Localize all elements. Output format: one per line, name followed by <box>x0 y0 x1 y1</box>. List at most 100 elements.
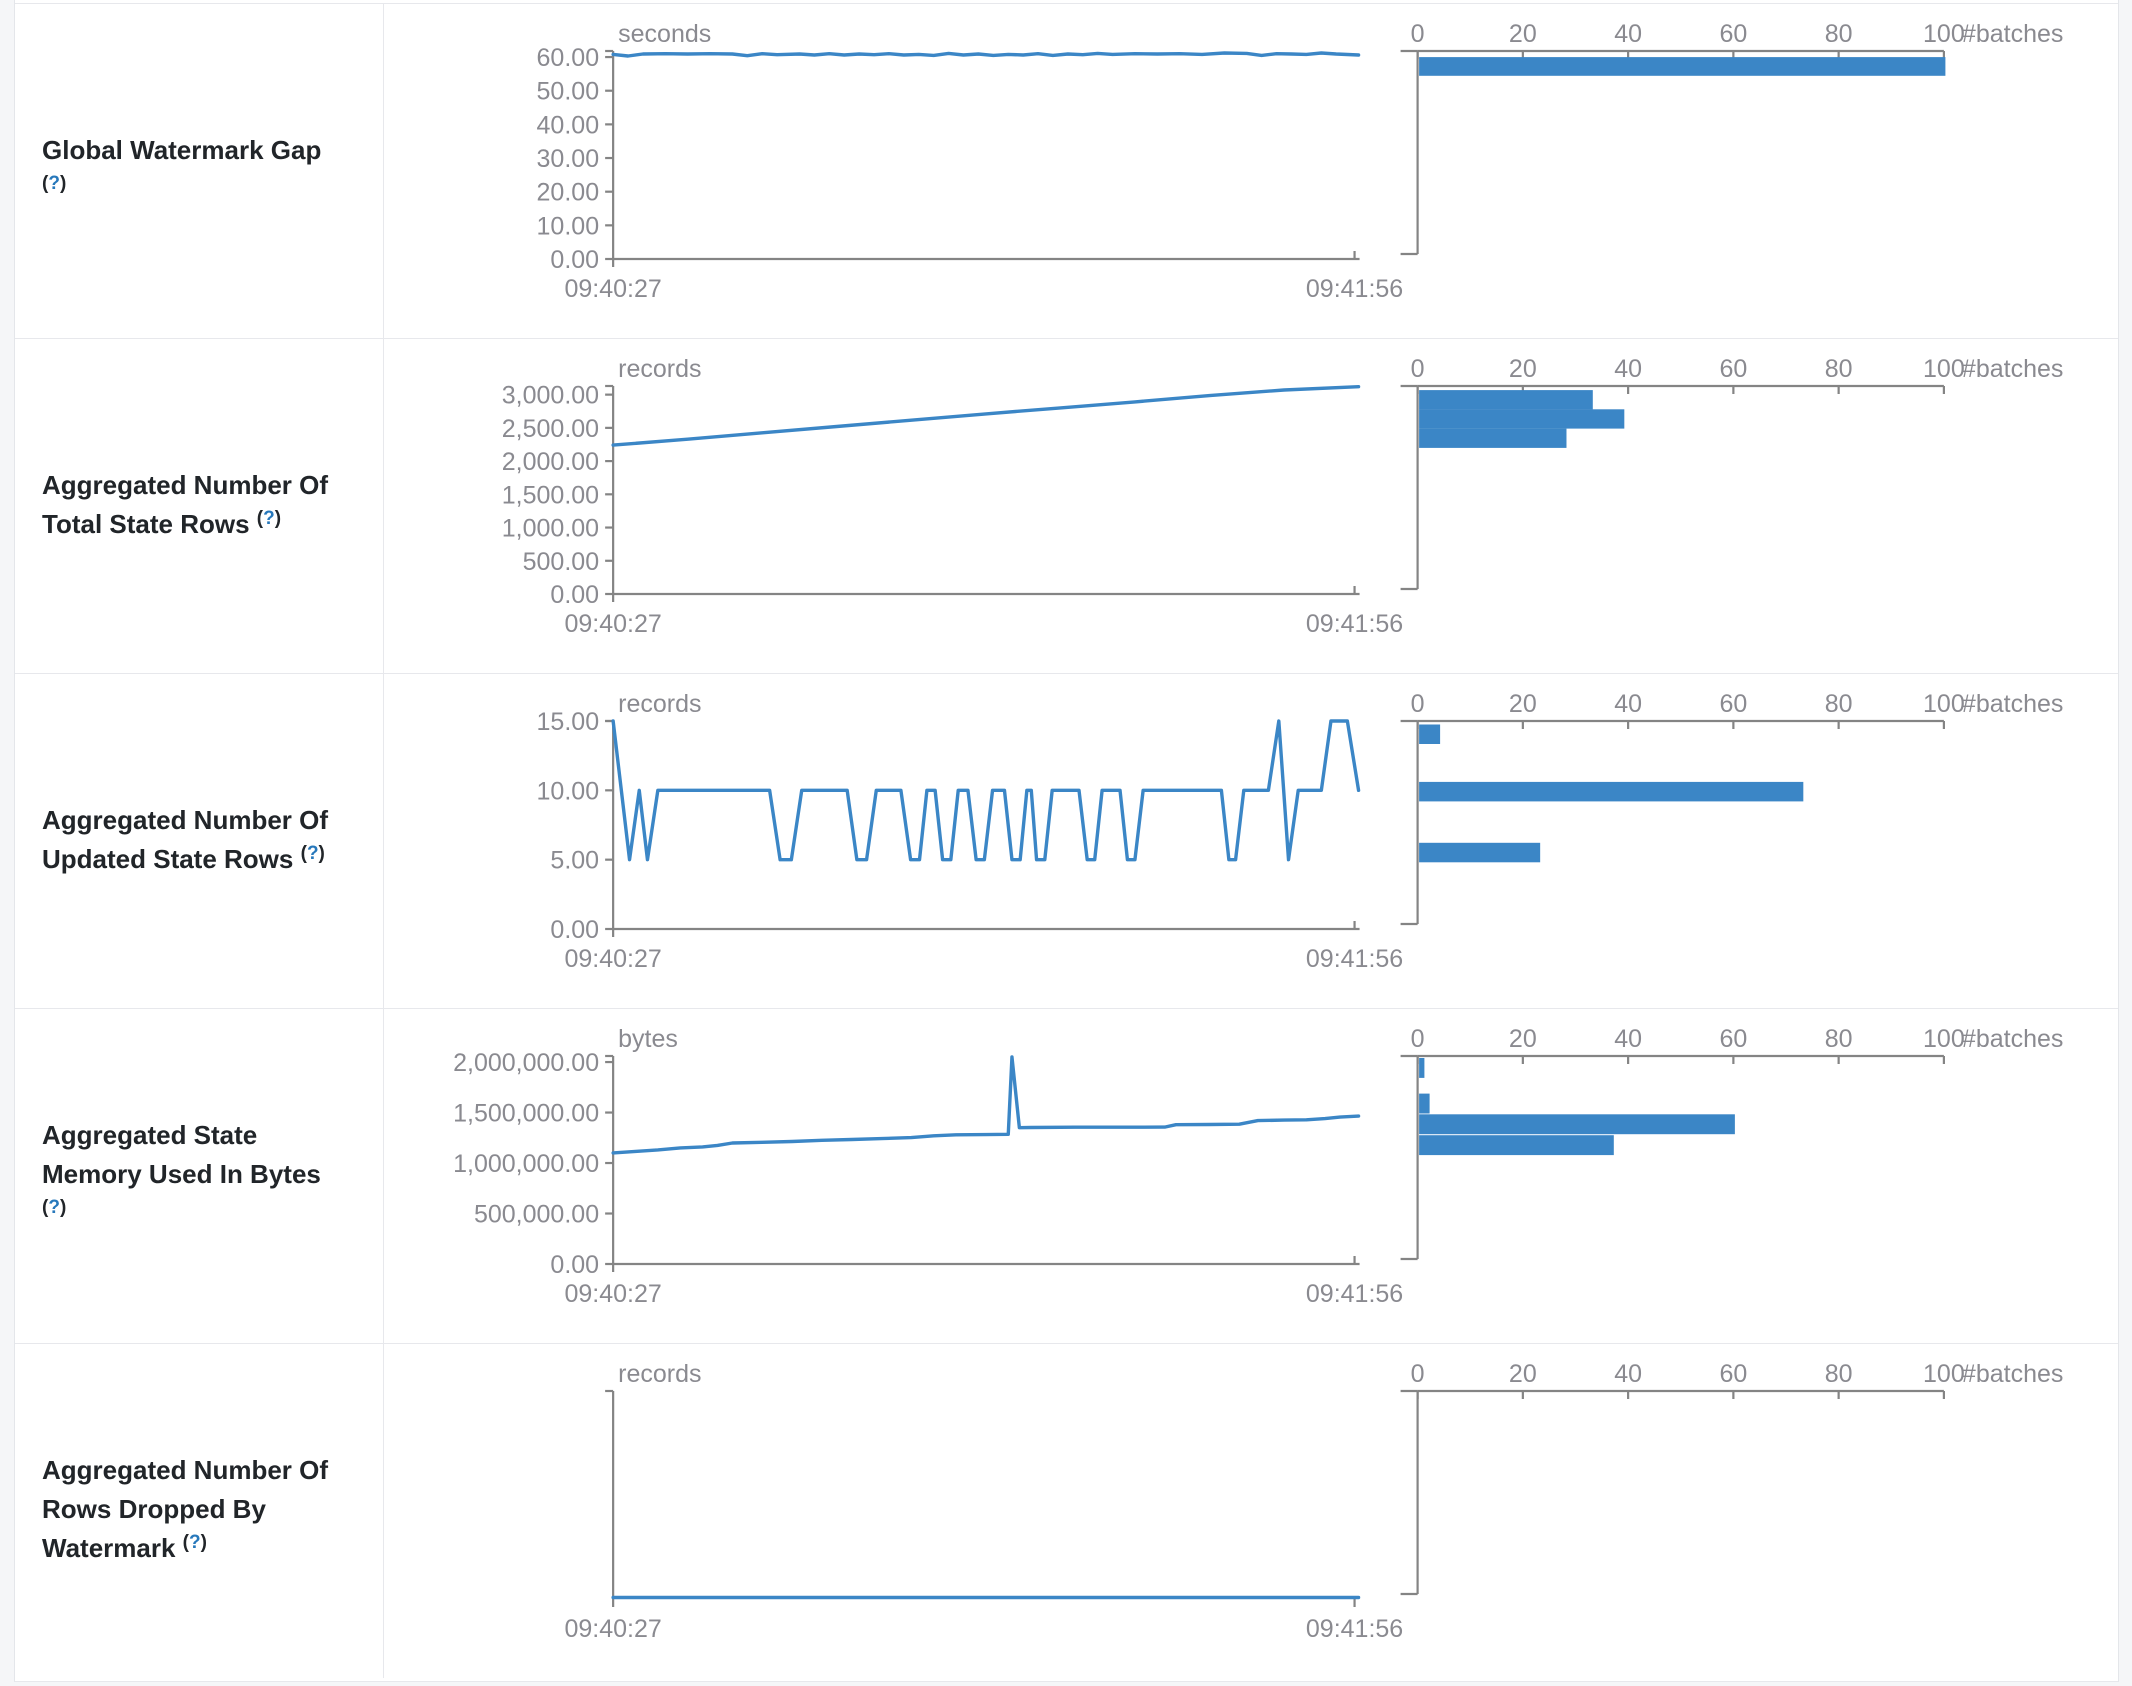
charts-cell: bytes 2,000,000.00 1,500,000.00 1,000,000.0… <box>384 1009 2118 1343</box>
histogram-axis-title: #batches <box>1962 1360 2063 1388</box>
timeline-ytick-label: 5.00 <box>550 847 599 875</box>
histogram-bar <box>1419 428 1567 448</box>
histogram-xtick-label: 80 <box>1825 355 1853 383</box>
histogram-xtick-label: 80 <box>1825 690 1853 718</box>
timeline-ytick-label: 2,500.00 <box>502 415 599 443</box>
metric-label-text: Aggregated Number Of Updated State Rows (… <box>42 801 373 882</box>
histogram-xtick-label: 100 <box>1923 1025 1965 1053</box>
metric-label-aggregated-number-of-updated-state-rows: Aggregated Number Of Updated State Rows (… <box>15 674 384 1008</box>
metric-rows-container: Global Watermark Gap (?) seconds 60.00 50.00… <box>15 3 2118 1678</box>
histogram-xtick-label: 20 <box>1509 20 1537 48</box>
timeline-ytick-label: 500.00 <box>523 548 599 576</box>
histogram-xtick-label: 40 <box>1614 20 1642 48</box>
histogram-xtick-label: 100 <box>1923 690 1965 718</box>
metric-label-line: Memory Used In Bytes <box>42 1159 321 1189</box>
histogram-xtick-label: 20 <box>1509 1360 1537 1388</box>
timeline-ytick-label: 10.00 <box>537 777 600 805</box>
timeline-unit-label: seconds <box>618 20 711 48</box>
table-top-strip <box>15 0 2118 3</box>
histogram-bar <box>1419 409 1625 429</box>
timeline-ytick-label: 1,500.00 <box>502 481 599 509</box>
histogram-axis-title: #batches <box>1962 690 2063 718</box>
histogram-bar <box>1419 390 1593 410</box>
histogram-xtick-label: 100 <box>1923 1360 1965 1388</box>
timeline-and-histogram-chart-aggregated-number-of-total-state-rows: records 3,000.00 2,500.00 2,000.00 1,500.00 1… <box>502 355 2064 638</box>
timeline-ytick-label: 20.00 <box>537 179 600 207</box>
timeline-ytick-label: 1,000,000.00 <box>453 1150 599 1178</box>
charts-cell: records 3,000.00 2,500.00 2,000.00 1,500.00 1… <box>384 339 2118 673</box>
timeline-unit-label: records <box>618 690 701 718</box>
histogram-bar <box>1419 1114 1735 1135</box>
timeline-and-histogram-chart-aggregated-number-of-rows-dropped-by-watermark: records 09:40:27 09:41:56 0 20 40 60 80 100#batc… <box>564 1360 2063 1643</box>
help-tooltip-char: ( <box>256 507 264 529</box>
timeline-ytick-label: 60.00 <box>537 44 600 72</box>
timeline-unit-label: records <box>618 355 701 383</box>
help-tooltip-icon[interactable]: (?) <box>301 843 325 864</box>
histogram-bar <box>1419 781 1804 802</box>
timeline-ytick-label: 3,000.00 <box>502 382 599 410</box>
histogram-bar <box>1419 724 1441 744</box>
metric-label-line: Aggregated Number Of <box>42 804 329 835</box>
help-tooltip-icon[interactable]: (?) <box>42 173 66 194</box>
histogram-xtick-label: 60 <box>1719 1025 1747 1053</box>
timeline-xend-label: 09:41:56 <box>1306 610 1403 638</box>
histogram-axis-title: #batches <box>1962 1025 2063 1053</box>
help-tooltip-icon[interactable]: (?) <box>257 508 281 529</box>
help-tooltip-char: ? <box>263 507 275 529</box>
help-tooltip-char: ( <box>300 842 307 864</box>
histogram-bar <box>1419 1058 1425 1078</box>
charts-cell: seconds 60.00 50.00 40.00 30.00 20.00 10.00 0.0… <box>384 4 2118 338</box>
help-tooltip-icon[interactable]: (?) <box>42 1197 66 1218</box>
timeline-xend-label: 09:41:56 <box>1306 275 1403 303</box>
histogram-xtick-label: 80 <box>1825 20 1853 48</box>
metric-label-text: Global Watermark Gap (?) <box>42 131 373 212</box>
timeline-ytick-label: 50.00 <box>537 78 600 106</box>
timeline-ytick-label: 30.00 <box>537 145 600 173</box>
histogram-xtick-label: 0 <box>1411 690 1425 718</box>
histogram-xtick-label: 20 <box>1509 1025 1537 1053</box>
metric-label-text: Aggregated Number Of Rows Dropped By Water… <box>42 1451 373 1571</box>
metric-label-line: Rows Dropped By <box>42 1494 266 1524</box>
histogram-xtick-label: 100 <box>1923 20 1965 48</box>
timeline-ytick-label: 500,000.00 <box>474 1201 599 1229</box>
metric-label-line: Total State Rows <box>42 508 250 539</box>
help-tooltip-char: ( <box>42 1197 49 1218</box>
timeline-xstart-label: 09:40:27 <box>564 610 661 638</box>
metric-label-text: Aggregated Number Of Total State Rows (?) <box>42 466 373 547</box>
histogram-bar <box>1419 1093 1430 1114</box>
timeline-ytick-label: 0.00 <box>550 1251 599 1279</box>
metrics-table: Global Watermark Gap (?) seconds 60.00 50.00… <box>14 0 2119 1682</box>
histogram-axis-title: #batches <box>1962 355 2063 383</box>
timeline-ytick-label: 0.00 <box>550 916 599 944</box>
timeline-xend-label: 09:41:56 <box>1306 945 1403 973</box>
metric-label-line: Aggregated Number Of <box>42 469 329 500</box>
help-tooltip-char: ) <box>59 172 67 194</box>
timeline-xend-label: 09:41:56 <box>1306 1615 1403 1643</box>
timeline-xstart-label: 09:40:27 <box>564 1280 661 1308</box>
histogram-xtick-label: 60 <box>1719 355 1747 383</box>
metric-label-aggregated-state-memory-used-in-bytes: Aggregated State Memory Used In Bytes (?) <box>15 1009 384 1343</box>
help-tooltip-char: ) <box>318 842 325 864</box>
histogram-xtick-label: 20 <box>1509 355 1537 383</box>
help-tooltip-char: ? <box>48 1197 60 1218</box>
histogram-xtick-label: 60 <box>1719 20 1747 48</box>
help-tooltip-char: ) <box>200 1532 207 1553</box>
timeline-xstart-label: 09:40:27 <box>564 945 661 973</box>
histogram-xtick-label: 80 <box>1825 1360 1853 1388</box>
help-tooltip-icon[interactable]: (?) <box>183 1532 207 1553</box>
metric-label-line: Updated State Rows <box>42 843 294 874</box>
help-tooltip-char: ( <box>182 1532 189 1553</box>
metric-label-line: Aggregated State <box>42 1120 258 1150</box>
timeline-ytick-label: 15.00 <box>537 708 600 736</box>
metric-label-aggregated-number-of-rows-dropped-by-watermark: Aggregated Number Of Rows Dropped By Water… <box>15 1344 384 1678</box>
timeline-and-histogram-chart-global-watermark-gap: seconds 60.00 50.00 40.00 30.00 20.00 10.00 0.0… <box>537 20 2064 303</box>
help-tooltip-char: ? <box>189 1532 201 1553</box>
histogram-xtick-label: 20 <box>1509 690 1537 718</box>
timeline-series-line <box>611 51 1361 58</box>
metric-label-aggregated-number-of-total-state-rows: Aggregated Number Of Total State Rows (?) <box>15 339 384 673</box>
timeline-ytick-label: 2,000,000.00 <box>453 1049 599 1077</box>
histogram-bar <box>1419 57 1946 76</box>
histogram-bar <box>1419 842 1541 863</box>
help-tooltip-char: ( <box>42 172 49 194</box>
